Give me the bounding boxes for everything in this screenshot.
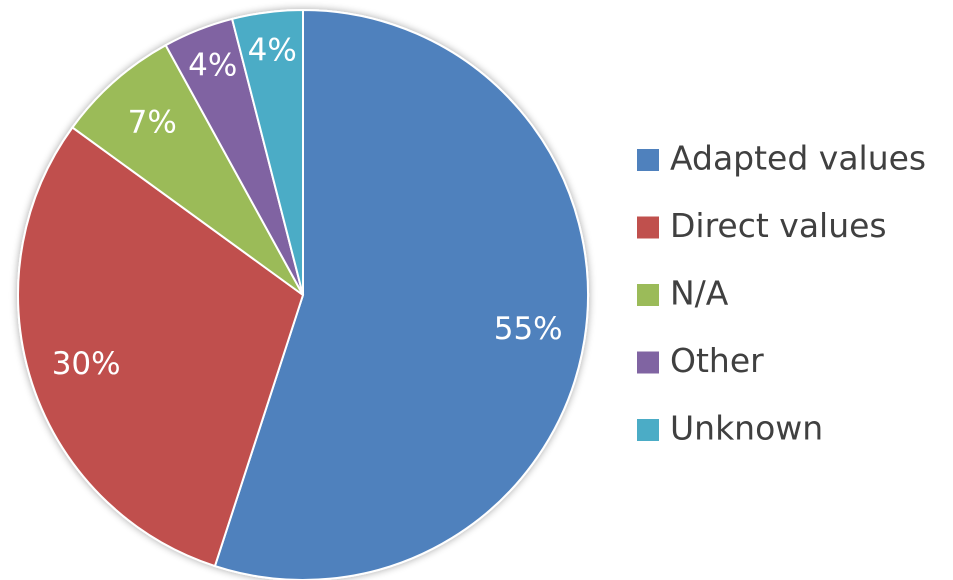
- labels: 55% 30% 7% 4% 4%: [52, 32, 563, 382]
- legend-label: N/A: [670, 274, 729, 313]
- legend-swatch: [637, 284, 659, 306]
- data-label: 55%: [494, 311, 563, 347]
- legend-label: Unknown: [670, 409, 823, 448]
- legend-swatch: [637, 419, 659, 441]
- legend: Adapted values Direct values N/A Other Unkno…: [637, 139, 926, 448]
- legend-label: Other: [670, 341, 764, 380]
- legend-swatch: [637, 149, 659, 171]
- pie-slice: [71, 43, 304, 296]
- pie-slice: [17, 126, 305, 568]
- legend-swatch: [637, 351, 659, 374]
- legend-label: Adapted values: [670, 139, 926, 178]
- data-label: 7%: [128, 104, 177, 140]
- pie-slice: [213, 8, 589, 580]
- pie: [17, 8, 589, 580]
- pie-slice: [230, 8, 304, 296]
- data-label: 30%: [52, 346, 121, 382]
- legend-label: Direct values: [670, 206, 887, 245]
- data-label: 4%: [248, 32, 297, 68]
- data-label: 4%: [188, 48, 237, 84]
- legend-swatch: [637, 216, 659, 239]
